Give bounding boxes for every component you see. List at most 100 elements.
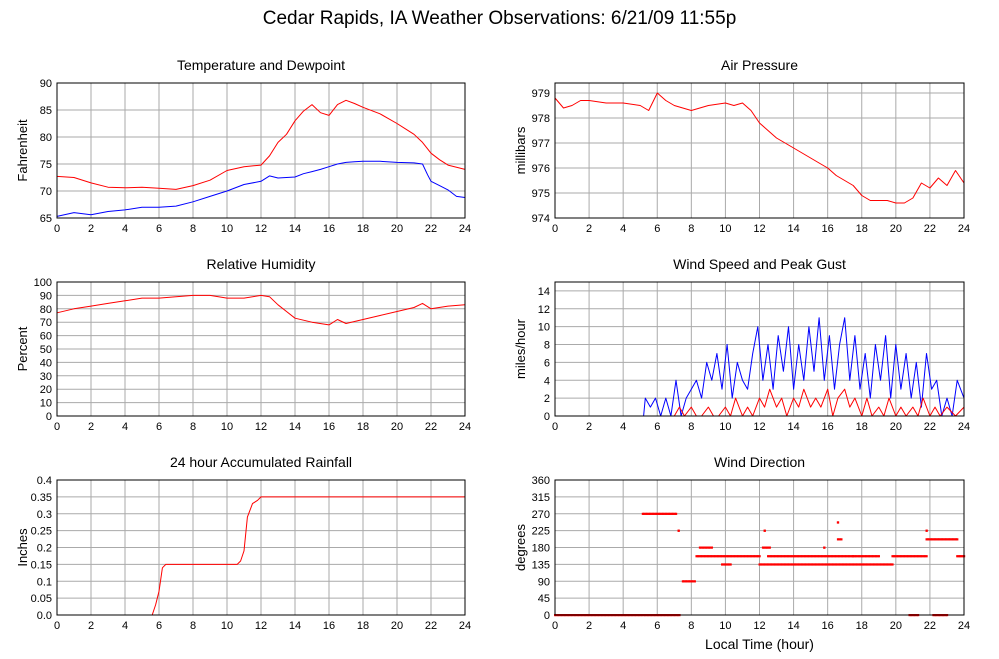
y-tick-label: 0.2 [37, 543, 52, 555]
data-point [823, 563, 826, 566]
data-point [798, 563, 801, 566]
x-tick-label: 12 [753, 223, 765, 235]
y-tick-label: 4 [544, 375, 550, 387]
data-point [857, 555, 861, 558]
data-point [695, 555, 698, 558]
data-point [919, 555, 923, 558]
data-point [802, 563, 805, 566]
x-tick-label: 4 [620, 421, 626, 433]
y-tick-label: 20 [40, 384, 52, 396]
data-point [904, 555, 907, 558]
x-tick-label: 18 [357, 223, 369, 235]
x-tick-label: 2 [586, 421, 592, 433]
data-point [802, 555, 805, 558]
data-point [907, 555, 910, 558]
x-tick-label: 24 [459, 620, 471, 632]
data-point [771, 555, 774, 558]
data-point [825, 555, 828, 558]
data-point [648, 512, 652, 515]
data-point [847, 563, 850, 566]
data-point [772, 563, 775, 566]
data-point [788, 563, 791, 566]
data-point [890, 563, 893, 566]
data-point [869, 555, 872, 558]
data-point [735, 555, 738, 558]
data-point [943, 538, 946, 541]
x-tick-label: 10 [221, 620, 233, 632]
data-point [954, 538, 957, 541]
data-point [830, 555, 834, 558]
x-tick-label: 16 [822, 421, 834, 433]
data-point [654, 512, 657, 515]
y-tick-label: 0.1 [37, 576, 52, 588]
x-tick-label: 24 [958, 620, 970, 632]
data-point [845, 555, 848, 558]
data-point [764, 546, 767, 549]
y-tick-label: 90 [40, 78, 52, 90]
data-point [940, 538, 944, 541]
y-axis-label: degrees [513, 524, 528, 571]
data-point [838, 538, 841, 541]
chart-title: Air Pressure [721, 57, 798, 73]
data-point [659, 512, 662, 515]
data-point [836, 555, 839, 558]
data-point [865, 555, 868, 558]
data-point [667, 512, 670, 515]
data-point [832, 563, 835, 566]
x-tick-label: 20 [391, 421, 403, 433]
data-point [656, 512, 659, 515]
data-point [899, 555, 903, 558]
data-point [859, 555, 862, 558]
data-point [758, 555, 761, 558]
x-tick-label: 20 [391, 620, 403, 632]
x-tick-label: 12 [753, 620, 765, 632]
y-tick-label: 180 [532, 543, 550, 555]
y-tick-label: 80 [40, 132, 52, 144]
data-point [715, 555, 718, 558]
x-tick-label: 10 [719, 421, 731, 433]
y-tick-label: 135 [532, 559, 550, 571]
data-point [751, 555, 754, 558]
data-point [834, 563, 838, 566]
x-tick-label: 18 [856, 223, 868, 235]
data-point [768, 555, 771, 558]
data-point [922, 555, 925, 558]
data-point [816, 555, 819, 558]
data-point [829, 555, 832, 558]
data-point [712, 555, 715, 558]
data-point [835, 555, 838, 558]
x-tick-label: 0 [54, 620, 60, 632]
y-tick-label: 75 [40, 159, 52, 171]
data-point [647, 512, 650, 515]
x-tick-label: 24 [958, 223, 970, 235]
direction-chart: 0 2 4 6 8 10 12 14 16 18 20 22 240459013518022527031… [513, 454, 970, 652]
data-point [731, 555, 734, 558]
x-tick-label: 10 [719, 223, 731, 235]
x-tick-label: 0 [552, 421, 558, 433]
data-point [914, 555, 917, 558]
data-point [723, 563, 727, 566]
data-point [885, 563, 888, 566]
data-point [878, 563, 881, 566]
data-point [824, 563, 828, 566]
data-point [843, 555, 846, 558]
data-point [788, 555, 791, 558]
data-point [725, 563, 728, 566]
humidity-chart: 0 2 4 6 8 10 12 14 16 18 20 22 240102030405060708090… [15, 256, 471, 433]
data-point [958, 555, 962, 558]
data-point [745, 555, 748, 558]
data-point [661, 512, 665, 515]
data-point [766, 563, 770, 566]
data-point [819, 555, 822, 558]
data-point [908, 555, 911, 558]
data-point [823, 555, 827, 558]
x-tick-label: 16 [822, 620, 834, 632]
data-point [761, 563, 764, 566]
y-tick-label: 0 [46, 411, 52, 423]
x-tick-label: 2 [88, 223, 94, 235]
data-point [692, 580, 695, 583]
data-point [861, 563, 864, 566]
data-point [748, 555, 751, 558]
data-point [752, 555, 755, 558]
data-point [660, 512, 663, 515]
